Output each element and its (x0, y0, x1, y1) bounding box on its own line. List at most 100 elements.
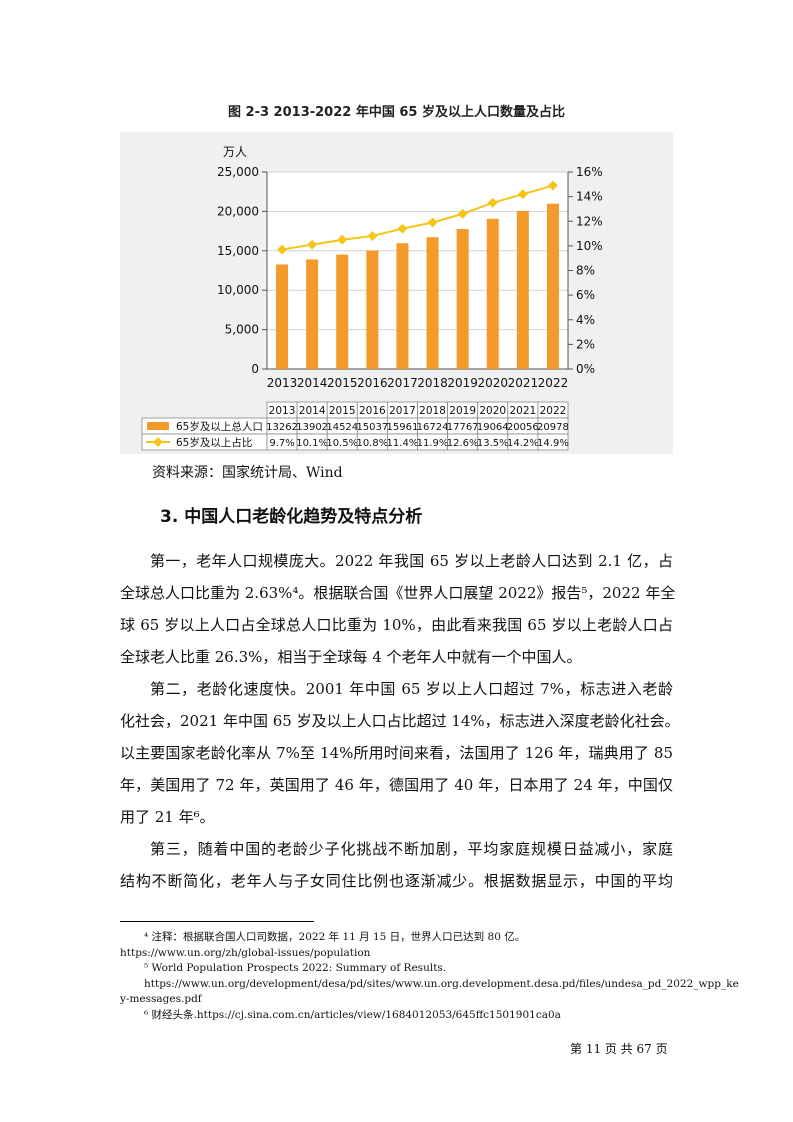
figure-source: 资料来源：国家统计局、Wind (152, 465, 343, 481)
table-header-text: 2020 (479, 405, 506, 417)
footnote: ⁵ World Population Prospects 2022: Summa… (144, 962, 447, 974)
page-number: 第 11 页 共 67 页 (570, 1042, 668, 1056)
x-tick-label: 2022 (538, 376, 569, 390)
table-header-text: 2017 (389, 405, 416, 417)
paragraph-line: 以主要国家老龄化率从 7%至 14%所用时间来看，法国用了 126 年，瑞典用了… (120, 744, 673, 762)
paragraph-line: 全球总人口比重为 2.63%⁴。根据联合国《世界人口展望 2022》报告⁵，20… (120, 584, 676, 602)
table-header-text: 2016 (359, 405, 386, 417)
table-cell-text: 10.5% (326, 438, 358, 449)
table-cell-text: 12.6% (447, 438, 479, 449)
table-header-text: 2013 (269, 405, 296, 417)
y2-tick-label: 8% (576, 264, 595, 278)
y2-tick-label: 6% (576, 288, 595, 302)
y-tick-label: 0 (251, 362, 259, 376)
legend-key-bar (147, 422, 169, 430)
paragraph-line: 球 65 岁以上人口占全球总人口比重为 10%，由此看来我国 65 岁以上老龄人… (120, 616, 673, 634)
chart: 0 5,000 10,000 15,000 20,000 25,000 0% 2% 4% 6% 8%… (120, 132, 673, 454)
x-tick-label: 2013 (267, 376, 298, 390)
y-tick-label: 10,000 (217, 283, 259, 297)
bar (396, 243, 409, 369)
table-cell-text: 20978 (537, 422, 569, 433)
figure-title: 图 2-3 2013-2022 年中国 65 岁及以上人口数量及占比 (228, 105, 565, 120)
x-tick-label: 2020 (477, 376, 508, 390)
table-cell-text: 20056 (507, 422, 539, 433)
paragraph-line: 第一，老年人口规模庞大。2022 年我国 65 岁以上老龄人口达到 2.1 亿，… (150, 552, 673, 570)
table-cell-text: 10.8% (356, 438, 388, 449)
x-tick-label: 2018 (417, 376, 448, 390)
table-cell-text: 13.5% (477, 438, 509, 449)
y2-tick-label: 14% (576, 190, 603, 204)
ratio-point (457, 208, 468, 219)
x-tick-label: 2016 (357, 376, 388, 390)
y2-tick-label: 10% (576, 239, 603, 253)
paragraph-2: 第二，老龄化速度快。2001 年中国 65 岁以上人口超过 7%，标志进入老龄 … (120, 673, 680, 833)
paragraph-line: 全球老人比重 26.3%，相当于全球每 4 个老年人中就有一个中国人。 (120, 648, 582, 666)
footnotes: ⁴ 注释：根据联合国人口司数据，2022 年 11 月 15 日，世界人口已达到… (120, 930, 739, 1023)
y-tick-label: 5,000 (225, 323, 259, 337)
y2-tick-label: 0% (576, 362, 595, 376)
table-cell-text: 16724 (417, 422, 449, 433)
y2-tick-label: 2% (576, 337, 595, 351)
ratio-point (337, 234, 348, 245)
bar (426, 237, 439, 369)
table-cell-text: 14524 (326, 422, 358, 433)
bar (276, 264, 289, 369)
table-header-text: 2018 (419, 405, 446, 417)
y2-tick-label: 4% (576, 313, 595, 327)
ratio-point (307, 239, 318, 250)
y2-tick-label: 12% (576, 214, 603, 228)
x-tick-label: 2014 (297, 376, 328, 390)
paragraph-line: 用了 21 年⁶。 (120, 808, 215, 826)
bar (336, 254, 349, 369)
bar (486, 218, 499, 369)
table-row-label: 65岁及以上总人口 (176, 420, 263, 433)
chart-svg: 0 5,000 10,000 15,000 20,000 25,000 0% 2% 4% 6% 8%… (141, 145, 603, 451)
ratio-point (427, 217, 438, 228)
ratio-point (487, 197, 498, 208)
x-tick-label: 2021 (508, 376, 539, 390)
y2-tick-label: 16% (576, 165, 603, 179)
y-axis-label: 万人 (223, 145, 247, 159)
x-tick-label: 2017 (387, 376, 418, 390)
paragraph-line: 结构不断简化，老年人与子女同住比例也逐渐减少。根据数据显示，中国的平均 (120, 872, 673, 890)
table-cell (537, 433, 569, 451)
table-cell-text: 14.2% (507, 438, 539, 449)
bar (546, 203, 559, 369)
table-row-label: 65岁及以上占比 (176, 436, 252, 449)
table-cell-text: 13902 (296, 422, 328, 433)
table-cell-text: 15037 (356, 422, 388, 433)
section-heading: 3. 中国人口老龄化趋势及特点分析 (160, 507, 423, 527)
paragraph-line: 年，美国用了 72 年，英国用了 46 年，德国用了 40 年，日本用了 24 … (120, 776, 673, 794)
x-tick-label: 2015 (327, 376, 358, 390)
table-header-text: 2022 (540, 405, 567, 417)
table-cell-text: 19064 (477, 422, 509, 433)
footnote-divider (120, 921, 314, 922)
y-tick-label: 20,000 (217, 204, 259, 218)
ratio-point (548, 180, 558, 191)
paragraph-line: 第二，老龄化速度快。2001 年中国 65 岁以上人口超过 7%，标志进入老龄 (150, 680, 673, 698)
footnote: ⁴ 注释：根据联合国人口司数据，2022 年 11 月 15 日，世界人口已达到… (144, 931, 526, 943)
footnote-link[interactable]: https://www.un.org/zh/global-issues/popu… (120, 946, 371, 959)
table-header-text: 2021 (509, 405, 536, 417)
paragraph-1: 第一，老年人口规模庞大。2022 年我国 65 岁以上老龄人口达到 2.1 亿，… (120, 545, 676, 673)
ratio-point (277, 244, 287, 255)
paragraph-line: 化社会，2021 年中国 65 岁及以上人口占比超过 14%，标志进入深度老龄化… (120, 712, 680, 730)
table-cell-text: 13262 (266, 422, 298, 433)
table-cell-text: 17767 (447, 422, 479, 433)
y-tick-label: 25,000 (217, 165, 259, 179)
footnote-link[interactable]: https://www.un.org/development/desa/pd/s… (144, 977, 739, 990)
table-cell-text: 9.7% (269, 438, 294, 449)
bar (456, 228, 469, 369)
ratio-line (281, 184, 554, 251)
paragraph-line: 第三，随着中国的老龄少子化挑战不断加剧，平均家庭规模日益减小，家庭 (150, 840, 673, 858)
footnote: ⁶ 财经头条.https://cj.sina.com.cn/articles/v… (144, 1008, 561, 1021)
bar (366, 250, 379, 369)
ratio-point (397, 223, 408, 234)
bar (306, 259, 319, 369)
footnote-link-cont[interactable]: y-messages.pdf (120, 993, 202, 1005)
table-header-text: 2015 (329, 405, 356, 417)
table-cell-text: 15961 (387, 422, 419, 433)
table-cell-text: 10.1% (296, 438, 328, 449)
table-header-text: 2014 (299, 405, 326, 417)
paragraph-3: 第三，随着中国的老龄少子化挑战不断加剧，平均家庭规模日益减小，家庭 结构不断简化… (120, 833, 673, 897)
